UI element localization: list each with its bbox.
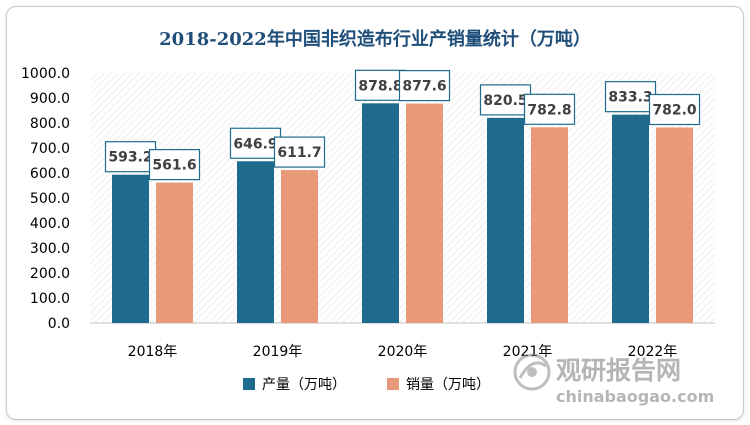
x-tick-label: 2018年 — [128, 344, 178, 360]
watermark-text: 观研报告网 — [556, 356, 681, 385]
y-tick-label: 1000.0 — [21, 66, 70, 82]
legend-label-production: 产量（万吨） — [262, 377, 346, 393]
x-tick-label: 2019年 — [253, 344, 303, 360]
data-label: 561.6 — [152, 158, 196, 174]
watermark-url: chinabaogao.com — [556, 387, 714, 406]
data-label: 782.8 — [527, 102, 571, 118]
watermark-logo-icon — [513, 353, 551, 391]
legend-swatch-production — [243, 378, 255, 390]
data-label: 878.8 — [358, 78, 402, 94]
plot-hatch — [90, 73, 715, 323]
y-tick-label: 700.0 — [30, 141, 70, 157]
y-axis-ticks: 0.0 100.0 200.0 300.0 400.0 500.0 600.0 700.0 80… — [21, 66, 70, 332]
data-label-box — [273, 136, 326, 168]
x-tick-label: 2020年 — [378, 344, 428, 360]
data-label: 820.5 — [483, 93, 527, 109]
bar-sales — [156, 182, 193, 323]
y-tick-label: 200.0 — [30, 266, 70, 282]
chart-title: 2018-2022年中国非织造布行业产销量统计（万吨） — [159, 28, 591, 50]
data-label-box — [354, 69, 407, 101]
bar-sales — [281, 170, 318, 323]
y-tick-label: 400.0 — [30, 216, 70, 232]
bar-production — [487, 117, 524, 323]
x-tick-label: 2021年 — [503, 344, 553, 360]
data-label-box — [104, 141, 157, 173]
data-label: 593.2 — [108, 150, 152, 166]
plot-background — [90, 73, 715, 324]
y-tick-label: 600.0 — [30, 166, 70, 182]
data-label-box — [229, 127, 282, 159]
bar-production — [612, 114, 649, 323]
bar-production — [112, 174, 149, 323]
data-label-box — [148, 149, 201, 181]
data-label: 611.7 — [277, 145, 321, 161]
data-label: 782.0 — [652, 103, 697, 119]
x-axis-ticks: 2018年 2019年 2020年 2021年 2022年 — [128, 344, 678, 360]
y-tick-label: 300.0 — [30, 241, 70, 257]
data-label-box — [648, 93, 701, 126]
data-label-box — [523, 93, 576, 125]
y-tick-label: 100.0 — [30, 291, 70, 307]
bar-production — [362, 103, 399, 323]
data-label-box — [398, 69, 451, 102]
bar-production — [237, 161, 274, 323]
y-tick-label: 0.0 — [48, 316, 70, 332]
bar-sales — [656, 127, 693, 323]
data-label: 877.6 — [402, 79, 446, 95]
y-tick-label: 500.0 — [30, 191, 70, 207]
data-label: 833.3 — [608, 90, 652, 106]
y-tick-label: 900.0 — [30, 91, 70, 107]
legend-label-sales: 销量（万吨） — [406, 377, 490, 393]
data-label: 646.9 — [233, 136, 277, 152]
legend-swatch-sales — [387, 378, 399, 390]
watermark: 观研报告网 chinabaogao.com — [513, 353, 714, 406]
bar-sales — [531, 127, 568, 323]
y-tick-label: 800.0 — [30, 116, 70, 132]
bar-sales — [406, 103, 443, 323]
legend: 产量（万吨） 销量（万吨） — [243, 377, 490, 393]
x-tick-label: 2022年 — [628, 344, 678, 360]
bars — [112, 103, 693, 323]
